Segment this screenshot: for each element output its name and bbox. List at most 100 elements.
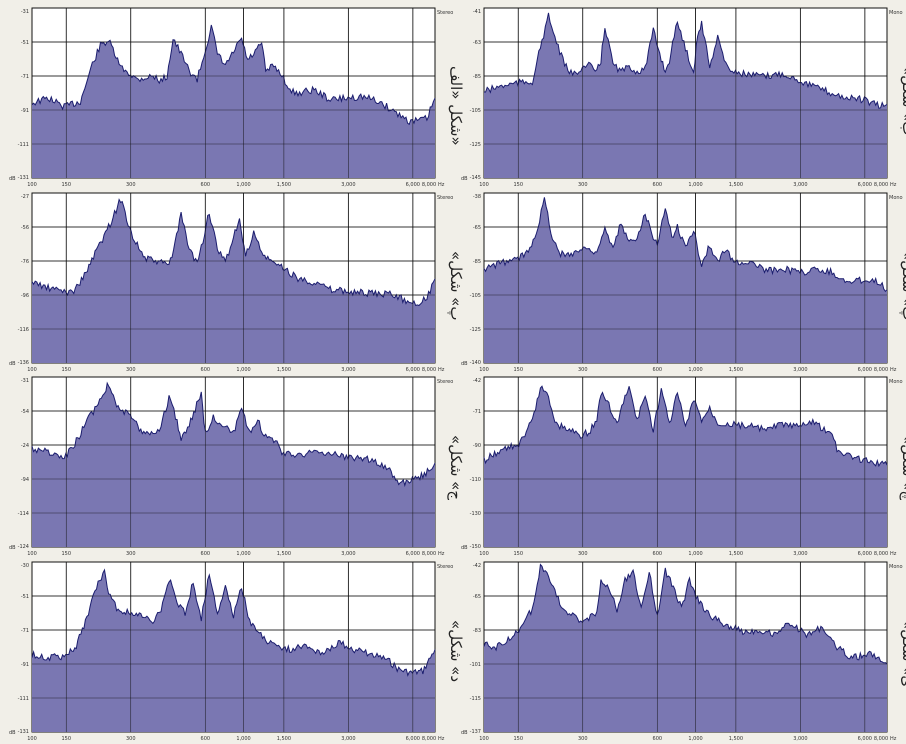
x-tick-label: 150 [513,736,523,742]
y-tick-label: -71 [473,409,481,415]
figure-caption: «ی» شكل [899,620,906,688]
x-tick-label: 300 [126,736,136,742]
y-tick-label: -71 [21,628,29,634]
y-tick-label: -145 [470,175,481,181]
y-tick-label: -131 [18,175,29,181]
y-tick-label: -85 [473,74,481,80]
x-tick-label: 6,000 [858,551,872,557]
spectrum-line [483,385,888,468]
x-tick-label: 100 [27,367,37,373]
x-tick-label: 1,000 [688,182,702,188]
x-tick-label: 8,000 [874,736,888,742]
spectrum-area [484,564,887,732]
spectrum-area [484,386,887,547]
x-tick-label: 100 [479,736,489,742]
x-tick-label: 1,000 [236,367,250,373]
x-tick-label: 1,500 [729,736,743,742]
x-unit-label: Hz [438,182,445,188]
channel-label: Stereo [437,195,453,201]
y-tick-label: -38 [473,194,481,200]
x-tick-label: 600 [653,551,663,557]
x-tick-label: 3,000 [341,736,355,742]
figure-caption: «پ» شكل [447,251,465,321]
x-tick-label: 6,000 [406,551,420,557]
x-tick-label: 1,000 [688,551,702,557]
y-tick-label: -125 [470,142,481,148]
y-tick-label: -94 [21,477,29,483]
channel-label: Stereo [437,379,453,385]
x-tick-label: 300 [578,367,588,373]
y-tick-label: -65 [473,225,481,231]
y-tick-label: -91 [21,108,29,114]
y-tick-label: -111 [18,142,29,148]
figure-caption: «پ» شكل [899,251,906,321]
y-tick-label: -30 [21,563,29,569]
channel-label: Mono [889,379,903,385]
x-tick-label: 100 [479,551,489,557]
spectrum-area [484,12,887,179]
y-tick-label: -124 [18,544,29,550]
x-tick-label: 6,000 [406,182,420,188]
y-tick-label: -83 [473,628,481,634]
y-tick-label: -140 [470,360,481,366]
x-unit-label: Hz [438,736,445,742]
y-tick-label: -51 [21,40,29,46]
x-unit-label: Hz [438,367,445,373]
x-tick-label: 600 [653,182,663,188]
y-tick-label: -114 [18,511,29,517]
y-tick-label: -85 [473,259,481,265]
x-tick-label: 6,000 [858,182,872,188]
x-tick-label: 8,000 [874,551,888,557]
x-tick-label: 1,500 [729,367,743,373]
x-tick-label: 1,000 [236,182,250,188]
x-tick-label: 1,500 [277,551,291,557]
x-tick-label: 3,000 [341,367,355,373]
x-tick-label: 150 [61,182,71,188]
y-tick-label: -91 [21,662,29,668]
x-tick-label: 6,000 [858,367,872,373]
x-tick-label: 3,000 [793,182,807,188]
spectrum-area [32,383,435,547]
channel-label: Mono [889,195,903,201]
x-tick-label: 1,000 [688,367,702,373]
x-unit-label: Hz [890,551,897,557]
x-tick-label: 600 [201,736,211,742]
x-unit-label: Hz [890,182,897,188]
y-tick-label: -115 [470,696,481,702]
x-tick-label: 6,000 [858,736,872,742]
x-unit-label: Hz [890,367,897,373]
y-tick-label: -31 [21,378,29,384]
x-tick-label: 8,000 [422,367,436,373]
y-tick-label: -131 [18,729,29,735]
y-tick-label: -63 [473,40,481,46]
y-tick-label: -42 [473,563,481,569]
figure-caption: «د» شكل [447,620,465,683]
y-tick-label: -137 [470,729,481,735]
db-unit-label: dB [461,545,468,551]
x-tick-label: 150 [513,182,523,188]
y-tick-label: -111 [18,696,29,702]
x-tick-label: 100 [27,736,37,742]
figure-caption: «ج» شكل [447,435,465,501]
x-tick-label: 8,000 [874,367,888,373]
x-tick-label: 100 [27,182,37,188]
x-tick-label: 8,000 [422,182,436,188]
x-unit-label: Hz [890,736,897,742]
spectrum-line [31,568,436,677]
x-tick-label: 600 [201,182,211,188]
spectrum-line [483,197,888,293]
x-tick-label: 600 [201,367,211,373]
db-unit-label: dB [9,545,16,551]
y-tick-label: -110 [470,477,481,483]
figure-caption: شكل «الف» [447,66,465,146]
y-tick-label: -24 [21,443,29,449]
y-tick-label: -125 [470,327,481,333]
x-tick-label: 3,000 [341,551,355,557]
db-unit-label: dB [461,730,468,736]
